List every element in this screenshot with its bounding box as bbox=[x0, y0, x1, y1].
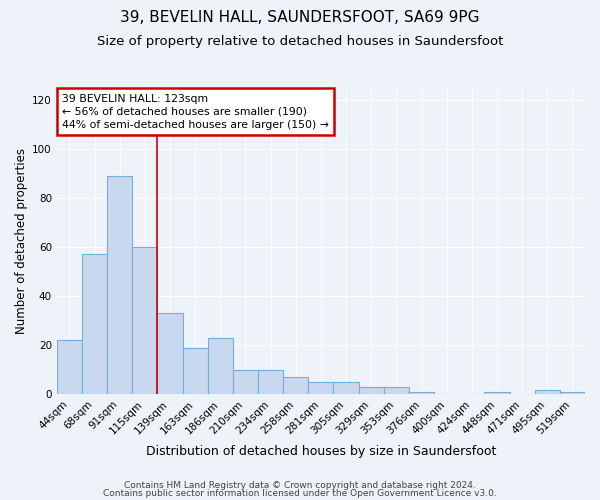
Text: Contains HM Land Registry data © Crown copyright and database right 2024.: Contains HM Land Registry data © Crown c… bbox=[124, 481, 476, 490]
Bar bbox=[107, 176, 132, 394]
Bar bbox=[308, 382, 334, 394]
Bar bbox=[409, 392, 434, 394]
Bar bbox=[182, 348, 208, 395]
Bar bbox=[535, 390, 560, 394]
Text: 39, BEVELIN HALL, SAUNDERSFOOT, SA69 9PG: 39, BEVELIN HALL, SAUNDERSFOOT, SA69 9PG bbox=[120, 10, 480, 25]
Bar bbox=[258, 370, 283, 394]
Bar bbox=[283, 378, 308, 394]
Bar bbox=[208, 338, 233, 394]
Bar bbox=[484, 392, 509, 394]
Bar bbox=[57, 340, 82, 394]
Bar bbox=[82, 254, 107, 394]
Bar bbox=[560, 392, 585, 394]
Text: Contains public sector information licensed under the Open Government Licence v3: Contains public sector information licen… bbox=[103, 488, 497, 498]
Text: Size of property relative to detached houses in Saundersfoot: Size of property relative to detached ho… bbox=[97, 35, 503, 48]
Bar bbox=[132, 247, 157, 394]
Bar bbox=[334, 382, 359, 394]
Text: 39 BEVELIN HALL: 123sqm
← 56% of detached houses are smaller (190)
44% of semi-d: 39 BEVELIN HALL: 123sqm ← 56% of detache… bbox=[62, 94, 329, 130]
Bar bbox=[157, 314, 182, 394]
Bar bbox=[233, 370, 258, 394]
X-axis label: Distribution of detached houses by size in Saundersfoot: Distribution of detached houses by size … bbox=[146, 444, 496, 458]
Bar bbox=[384, 387, 409, 394]
Y-axis label: Number of detached properties: Number of detached properties bbox=[15, 148, 28, 334]
Bar bbox=[359, 387, 384, 394]
